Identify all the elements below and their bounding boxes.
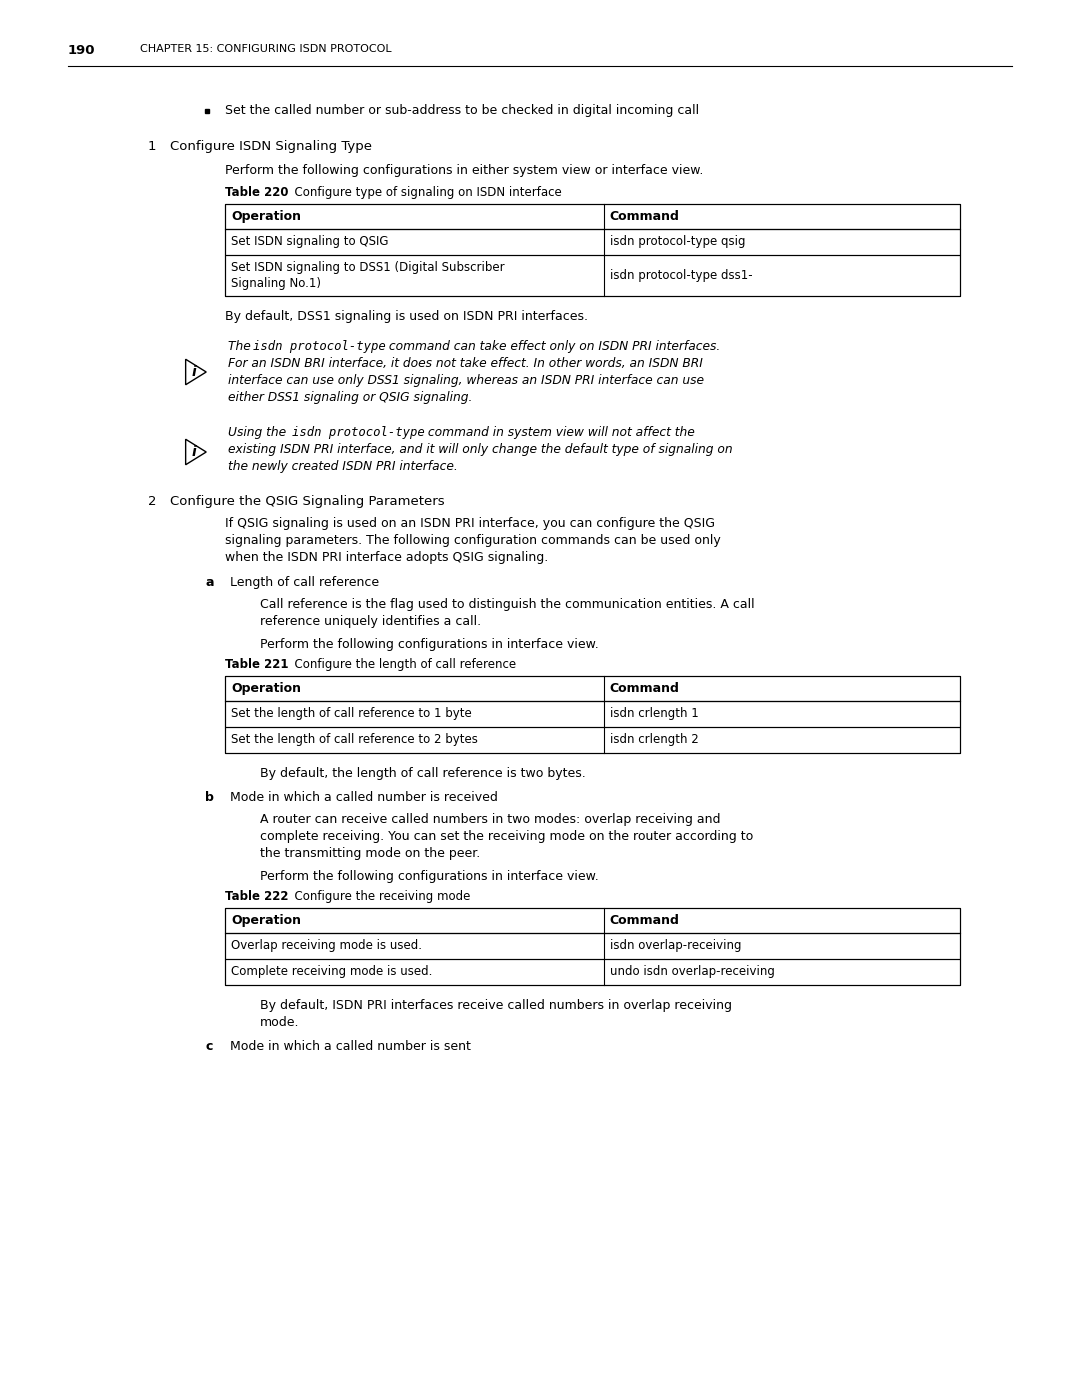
- Text: Length of call reference: Length of call reference: [230, 576, 379, 590]
- Bar: [225, 958, 960, 985]
- Text: Operation: Operation: [231, 914, 301, 928]
- Text: Set the called number or sub-address to be checked in digital incoming call: Set the called number or sub-address to …: [225, 103, 699, 117]
- Bar: [225, 701, 960, 726]
- Text: 1: 1: [148, 140, 157, 154]
- Text: By default, the length of call reference is two bytes.: By default, the length of call reference…: [260, 767, 585, 780]
- Bar: [225, 908, 960, 985]
- Text: Set ISDN signaling to DSS1 (Digital Subscriber
Signaling No.1): Set ISDN signaling to DSS1 (Digital Subs…: [231, 261, 504, 289]
- Text: isdn overlap-receiving: isdn overlap-receiving: [609, 940, 741, 953]
- Text: isdn protocol-type: isdn protocol-type: [254, 339, 387, 353]
- Bar: [225, 726, 960, 753]
- Text: Configure ISDN Signaling Type: Configure ISDN Signaling Type: [170, 140, 372, 154]
- Text: the newly created ISDN PRI interface.: the newly created ISDN PRI interface.: [228, 460, 458, 474]
- Text: the transmitting mode on the peer.: the transmitting mode on the peer.: [260, 847, 481, 861]
- Bar: [225, 256, 960, 296]
- Text: command in system view will not affect the: command in system view will not affect t…: [423, 426, 694, 439]
- Text: Configure the receiving mode: Configure the receiving mode: [287, 890, 471, 902]
- Text: Table 220: Table 220: [225, 186, 288, 198]
- Bar: [225, 229, 960, 256]
- Text: a: a: [205, 576, 214, 590]
- Text: Mode in which a called number is received: Mode in which a called number is receive…: [230, 791, 498, 805]
- Text: reference uniquely identifies a call.: reference uniquely identifies a call.: [260, 615, 481, 629]
- Text: By default, DSS1 signaling is used on ISDN PRI interfaces.: By default, DSS1 signaling is used on IS…: [225, 310, 588, 323]
- Text: Mode in which a called number is sent: Mode in which a called number is sent: [230, 1039, 471, 1053]
- Text: A router can receive called numbers in two modes: overlap receiving and: A router can receive called numbers in t…: [260, 813, 720, 826]
- Text: Table 222: Table 222: [225, 890, 288, 902]
- Text: By default, ISDN PRI interfaces receive called numbers in overlap receiving: By default, ISDN PRI interfaces receive …: [260, 999, 732, 1011]
- Text: Perform the following configurations in interface view.: Perform the following configurations in …: [260, 638, 598, 651]
- Text: Command: Command: [609, 210, 679, 224]
- Text: Set the length of call reference to 1 byte: Set the length of call reference to 1 by…: [231, 707, 472, 721]
- Text: Operation: Operation: [231, 210, 301, 224]
- Bar: [225, 933, 960, 958]
- Text: i: i: [191, 446, 197, 460]
- Text: Overlap receiving mode is used.: Overlap receiving mode is used.: [231, 940, 422, 953]
- Text: existing ISDN PRI interface, and it will only change the default type of signali: existing ISDN PRI interface, and it will…: [228, 443, 732, 455]
- Text: Operation: Operation: [231, 682, 301, 694]
- Text: Configure the QSIG Signaling Parameters: Configure the QSIG Signaling Parameters: [170, 495, 445, 509]
- Text: isdn crlength 1: isdn crlength 1: [609, 707, 699, 721]
- Text: Configure type of signaling on ISDN interface: Configure type of signaling on ISDN inte…: [287, 186, 562, 198]
- Text: isdn protocol-type dss1-: isdn protocol-type dss1-: [609, 270, 752, 282]
- Bar: [225, 676, 960, 701]
- Text: b: b: [205, 791, 214, 805]
- Text: complete receiving. You can set the receiving mode on the router according to: complete receiving. You can set the rece…: [260, 830, 753, 842]
- Text: The: The: [228, 339, 255, 353]
- Text: isdn crlength 2: isdn crlength 2: [609, 733, 699, 746]
- Bar: [225, 204, 960, 229]
- Text: Command: Command: [609, 914, 679, 928]
- Text: signaling parameters. The following configuration commands can be used only: signaling parameters. The following conf…: [225, 534, 720, 548]
- Text: Call reference is the flag used to distinguish the communication entities. A cal: Call reference is the flag used to disti…: [260, 598, 755, 610]
- Text: Perform the following configurations in interface view.: Perform the following configurations in …: [260, 870, 598, 883]
- Text: command can take effect only on ISDN PRI interfaces.: command can take effect only on ISDN PRI…: [386, 339, 720, 353]
- Text: isdn protocol-type qsig: isdn protocol-type qsig: [609, 236, 745, 249]
- Text: Using the: Using the: [228, 426, 291, 439]
- Text: Configure the length of call reference: Configure the length of call reference: [287, 658, 516, 671]
- Text: undo isdn overlap-receiving: undo isdn overlap-receiving: [609, 965, 774, 978]
- Text: Perform the following configurations in either system view or interface view.: Perform the following configurations in …: [225, 163, 703, 177]
- Text: Table 221: Table 221: [225, 658, 288, 671]
- Text: If QSIG signaling is used on an ISDN PRI interface, you can configure the QSIG: If QSIG signaling is used on an ISDN PRI…: [225, 517, 715, 529]
- Text: Set ISDN signaling to QSIG: Set ISDN signaling to QSIG: [231, 236, 389, 249]
- Text: c: c: [205, 1039, 213, 1053]
- Bar: [225, 204, 960, 296]
- Text: when the ISDN PRI interface adopts QSIG signaling.: when the ISDN PRI interface adopts QSIG …: [225, 550, 549, 564]
- Text: Complete receiving mode is used.: Complete receiving mode is used.: [231, 965, 432, 978]
- Text: 2: 2: [148, 495, 157, 509]
- Text: either DSS1 signaling or QSIG signaling.: either DSS1 signaling or QSIG signaling.: [228, 391, 472, 404]
- Text: For an ISDN BRI interface, it does not take effect. In other words, an ISDN BRI: For an ISDN BRI interface, it does not t…: [228, 358, 703, 370]
- Text: interface can use only DSS1 signaling, whereas an ISDN PRI interface can use: interface can use only DSS1 signaling, w…: [228, 374, 704, 387]
- Text: CHAPTER 15: CONFIGURING ISDN PROTOCOL: CHAPTER 15: CONFIGURING ISDN PROTOCOL: [140, 43, 392, 54]
- Text: mode.: mode.: [260, 1016, 299, 1030]
- Bar: [225, 908, 960, 933]
- Text: 190: 190: [68, 43, 95, 57]
- Bar: [225, 676, 960, 753]
- Text: isdn protocol-type: isdn protocol-type: [292, 426, 424, 439]
- Text: Command: Command: [609, 682, 679, 694]
- Text: Set the length of call reference to 2 bytes: Set the length of call reference to 2 by…: [231, 733, 477, 746]
- Text: i: i: [191, 365, 197, 379]
